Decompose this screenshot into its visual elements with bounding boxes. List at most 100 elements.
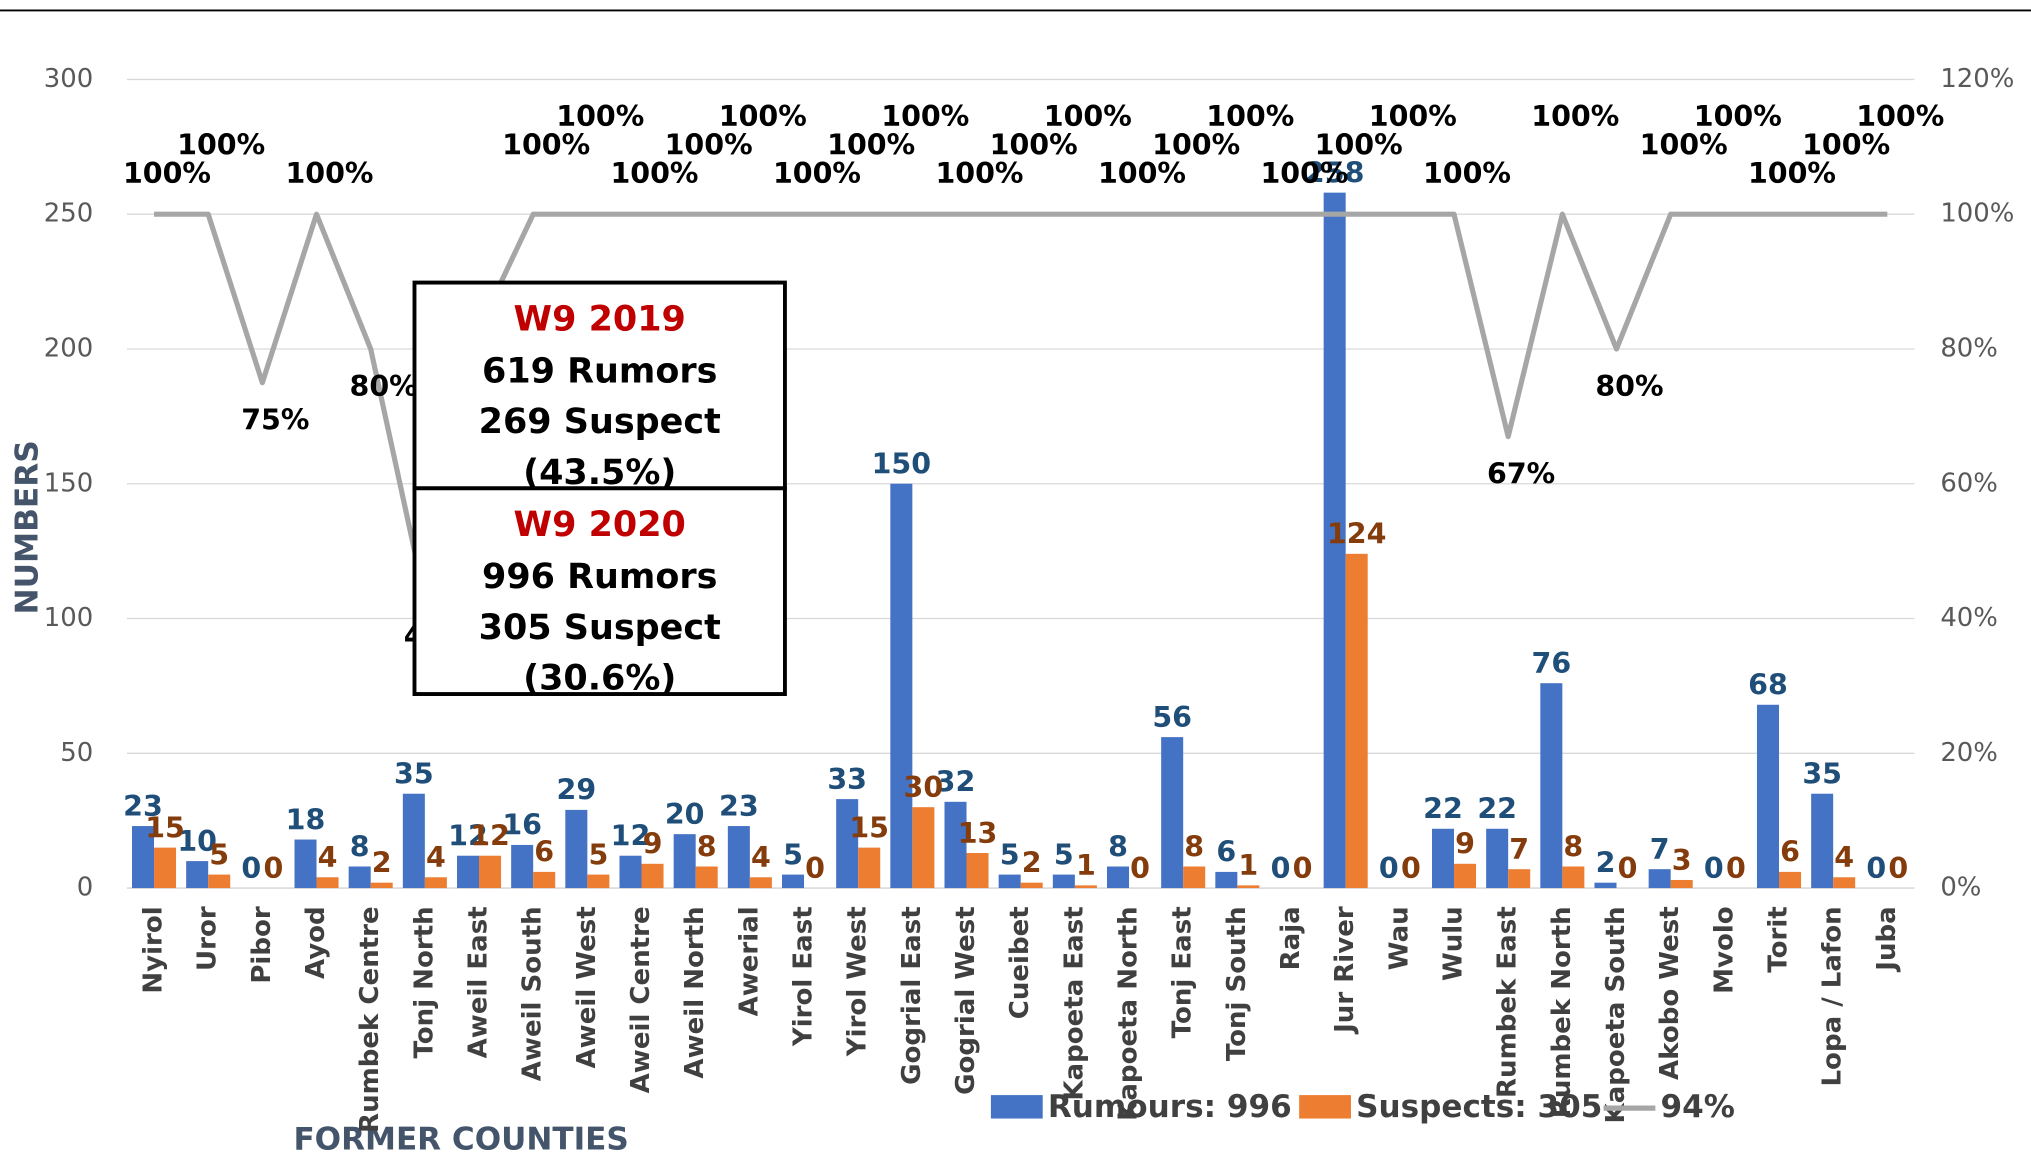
bar-label: 8: [350, 829, 370, 863]
bar-label: 124: [1327, 517, 1386, 551]
x-tick-label: Torit: [1764, 906, 1794, 972]
bar: [1020, 882, 1043, 889]
bar-label: 32: [936, 765, 976, 799]
legend-label: 94%: [1661, 1089, 1735, 1125]
bar: [186, 861, 209, 889]
bar: [1562, 866, 1585, 889]
bar-label: 15: [145, 810, 185, 844]
annotation-line: (30.6%): [523, 658, 676, 699]
line-label: 100%: [1260, 156, 1348, 190]
x-tick-label: Gogrial East: [897, 906, 927, 1085]
bar-label: 150: [872, 446, 931, 480]
y-tick-label: 50: [60, 738, 93, 768]
line-label: 100%: [556, 99, 644, 133]
line-label: 100%: [1044, 99, 1132, 133]
bar-label: 0: [1379, 851, 1399, 885]
bar: [695, 866, 718, 889]
line-label: 100%: [285, 156, 373, 190]
bar: [316, 877, 339, 889]
bar: [912, 807, 935, 889]
line-label: 75%: [241, 403, 309, 437]
bar-label: 5: [1054, 837, 1074, 871]
line-label: 100%: [1206, 99, 1294, 133]
x-tick-label: Yirol East: [789, 906, 819, 1047]
bar-label: 15: [849, 810, 889, 844]
x-tick-label: Lopa / Lafon: [1818, 906, 1848, 1086]
y2-tick-label: 20%: [1940, 738, 1998, 768]
line-label: 80%: [350, 369, 418, 403]
bar: [641, 863, 664, 889]
annotation-box: [412, 280, 787, 491]
bar: [424, 877, 447, 889]
bar-label: 5: [1000, 837, 1020, 871]
line-label: 100%: [773, 156, 861, 190]
line-label: 100%: [1748, 156, 1836, 190]
bar: [1431, 828, 1455, 889]
bar-label: 8: [1563, 829, 1583, 863]
bar-label: 1: [1238, 848, 1258, 882]
bar: [1345, 553, 1368, 889]
bar: [749, 877, 772, 889]
y-tick-label: 200: [44, 333, 93, 363]
bar-label: 0: [241, 851, 261, 885]
bar: [1074, 885, 1097, 889]
bar-label: 0: [1888, 851, 1908, 885]
bar: [1486, 828, 1509, 889]
x-tick-label: Juba: [1872, 906, 1902, 972]
bar-label: 10: [177, 824, 217, 858]
legend-swatch: [1299, 1095, 1351, 1119]
bar-label: 8: [1108, 829, 1128, 863]
x-tick-label: Wulu: [1439, 906, 1469, 981]
bar-label: 13: [958, 816, 998, 850]
line-label: 100%: [502, 127, 590, 161]
bar-label: 9: [643, 827, 663, 861]
bar: [479, 855, 502, 889]
y2-tick-label: 80%: [1940, 333, 1998, 363]
legend-label: Suspects: 305: [1356, 1089, 1602, 1125]
bar-label: 0: [1704, 851, 1724, 885]
bar-label: 4: [751, 840, 771, 874]
bar-label: 1: [1076, 848, 1096, 882]
x-tick-label: Aweil Centre: [626, 906, 656, 1093]
x-tick-label: Awerial: [734, 906, 764, 1016]
bar-label: 8: [697, 829, 717, 863]
bar-label: 5: [209, 837, 229, 871]
bar-label: 68: [1748, 667, 1788, 701]
bar: [1540, 683, 1563, 889]
x-axis-title: FORMER COUNTIES: [293, 1122, 628, 1155]
line-label: 67%: [1487, 457, 1555, 491]
bar: [587, 874, 610, 889]
bar-label: 2: [1022, 845, 1042, 879]
bar: [890, 483, 913, 889]
bar: [1106, 866, 1130, 889]
bar-label: 0: [1271, 851, 1291, 885]
y2-tick-label: 120%: [1940, 64, 2014, 94]
x-tick-label: Pibor: [247, 906, 277, 984]
bar: [727, 826, 750, 889]
x-tick-label: Jur River: [1330, 906, 1360, 1035]
bar-label: 0: [1618, 851, 1638, 885]
bar-label: 35: [394, 756, 434, 790]
bar-label: 23: [123, 789, 163, 823]
bar-label: 2: [1596, 845, 1616, 879]
bar-label: 4: [1834, 840, 1854, 874]
bar: [348, 866, 371, 889]
bar: [1323, 192, 1346, 889]
x-tick-label: Aweil West: [572, 906, 602, 1068]
bar: [1779, 871, 1802, 889]
bar: [1756, 704, 1780, 889]
line-label: 100%: [123, 156, 211, 190]
x-tick-label: Ayod: [301, 906, 331, 979]
bar: [1237, 885, 1260, 889]
bar: [1052, 874, 1075, 889]
annotation-line: 619 Rumors: [482, 350, 717, 391]
bar-label: 33: [827, 762, 867, 796]
bar-label: 30: [904, 770, 944, 804]
bar-label: 35: [1802, 756, 1842, 790]
bar: [1161, 737, 1184, 889]
bar-label: 0: [1866, 851, 1886, 885]
annotation-line: 996 Rumors: [482, 556, 717, 597]
bar-label: 0: [263, 851, 283, 885]
bar: [673, 834, 696, 889]
